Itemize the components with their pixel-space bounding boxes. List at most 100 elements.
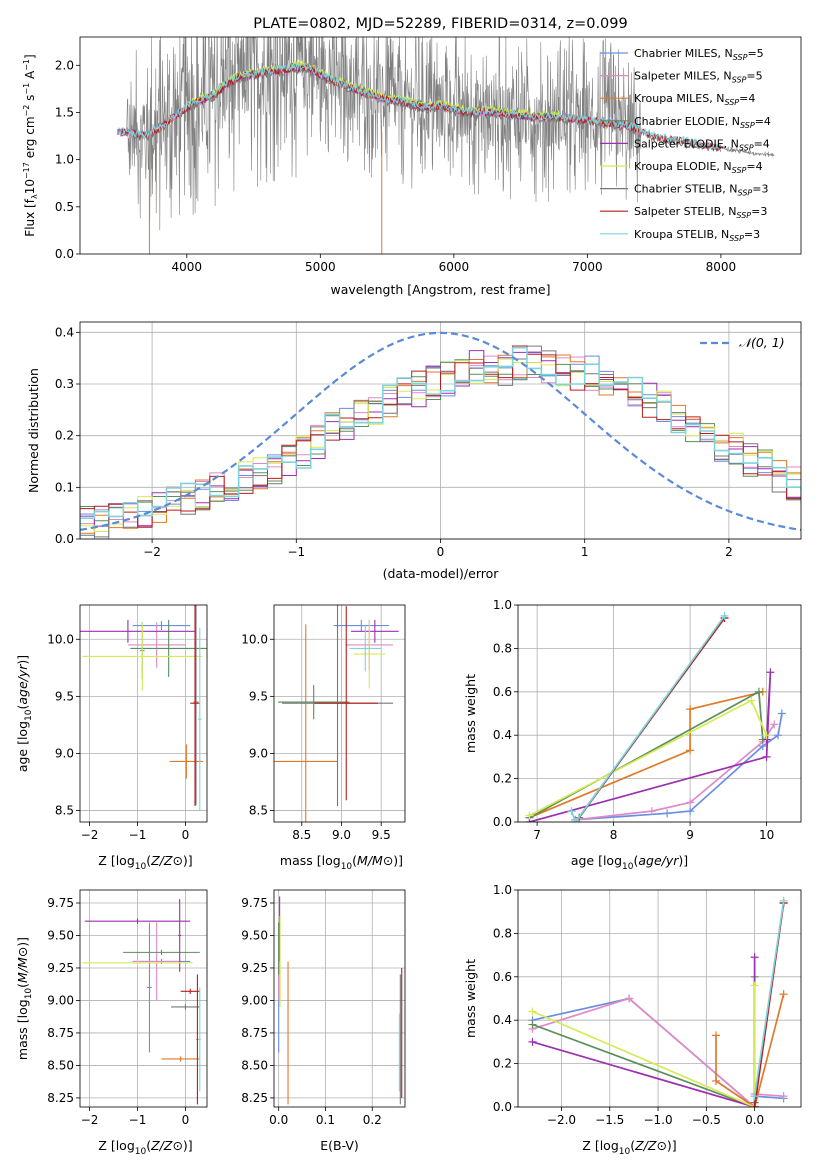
x-axis-label: age [log10(age/yr)] (571, 853, 688, 872)
plus-marker (525, 811, 534, 820)
y-axis-label: age [log10(age/yr)] (15, 655, 34, 772)
legend-entry: Kroupa MILES, NSSP=4 (634, 92, 755, 107)
y-tick-label: 0.4 (493, 728, 512, 742)
y-tick-label: 0.0 (493, 1100, 512, 1114)
legend-entry: Salpeter STELIB, NSSP=3 (634, 205, 767, 220)
plus-marker (686, 807, 695, 816)
plus-marker (686, 746, 695, 755)
histogram-kroupa-stelib (80, 346, 801, 539)
legend-entry: Kroupa STELIB, NSSP=3 (634, 228, 760, 243)
plus-marker (747, 696, 756, 705)
y-tick-label: 8.5 (55, 804, 74, 818)
legend-entry: Chabrier ELODIE, NSSP=4 (634, 115, 771, 130)
series-line-chabrier-elodie (532, 976, 756, 1107)
plus-marker (720, 611, 729, 620)
x-tick-label: 10 (759, 828, 774, 842)
plus-marker (528, 1007, 537, 1016)
plot-area (528, 896, 788, 1107)
x-axis-label: (data-model)/error (383, 566, 500, 581)
weight-vs-Z-panel: −2.0 −1.5 −1.0 −0.5 0.0 0.0 0.2 0.4 0.6 0.8 1.0 Z [… (463, 883, 802, 1157)
plus-marker (770, 720, 779, 729)
x-tick-label: 0 (182, 1113, 190, 1127)
x-tick-label: −2 (81, 1113, 99, 1127)
series-line-kroupa-stelib (570, 615, 726, 822)
y-tick-label: 8.75 (241, 1026, 268, 1040)
y-tick-label: 0.6 (493, 685, 512, 699)
plus-marker (686, 705, 695, 714)
legend-entry: Kroupa ELODIE, NSSP=4 (634, 160, 763, 175)
plot-area (80, 605, 207, 811)
x-tick-label: 5000 (305, 260, 336, 274)
x-tick-label: 0.2 (363, 1113, 382, 1127)
plus-marker (750, 981, 759, 990)
axes-frame (273, 604, 406, 823)
plus-marker (571, 818, 580, 822)
axes-frame (517, 889, 802, 1108)
y-tick-label: 0.5 (55, 200, 74, 214)
histogram-chabrier-stelib (80, 345, 801, 539)
x-axis-label: E(B-V) (320, 1138, 359, 1153)
y-tick-label: 9.0 (55, 746, 74, 760)
plot-area (525, 611, 786, 822)
x-axis-label: Z [log10(Z/Z⊙)] (98, 853, 192, 872)
axes-frame (517, 604, 802, 823)
y-tick-label: 8.25 (47, 1091, 74, 1105)
axes-frame (79, 604, 208, 823)
y-tick-label: 9.5 (249, 689, 268, 703)
legend-entry: Salpeter ELODIE, NSSP=4 (634, 137, 770, 152)
y-tick-label: 10.0 (241, 632, 268, 646)
age-vs-Z-panel: −2 −1 0 8.5 9.0 9.5 10.0 Z [log10(Z/Z⊙)] age [lo… (15, 604, 208, 872)
histogram-kroupa-elodie (80, 358, 801, 539)
plus-marker (647, 807, 656, 816)
plus-marker (777, 709, 786, 718)
y-tick-label: 0.2 (493, 1057, 512, 1071)
y-axis-label: Normed distribution (26, 368, 41, 493)
x-tick-label: −1 (129, 828, 147, 842)
plus-marker (750, 1092, 759, 1101)
grid-lines (518, 604, 801, 823)
y-tick-label: 9.5 (55, 689, 74, 703)
plus-marker (686, 798, 695, 807)
x-tick-label: −2 (81, 828, 99, 842)
plus-marker (754, 687, 763, 696)
residuals-panel: −2 −1 0 1 2 0.0 0.1 0.2 0.3 0.4 𝒩(0, 1) (data-model… (26, 321, 802, 581)
plus-marker (766, 668, 775, 677)
spectrum-plot-area (116, 37, 775, 254)
x-tick-label: −1 (129, 1113, 147, 1127)
y-tick-label: 8.25 (241, 1091, 268, 1105)
spectrum-legend: Chabrier MILES, NSSP=5 Salpeter MILES, NS… (600, 47, 771, 243)
mass-vs-Z-panel: −2 −1 0 8.25 8.50 8.75 9.00 9.25 9.50 9.75 Z [log1… (15, 889, 208, 1157)
y-tick-label: 2.0 (55, 58, 74, 72)
x-tick-label: 8 (610, 828, 618, 842)
plus-marker (762, 731, 771, 740)
y-tick-label: 1.5 (55, 105, 74, 119)
x-tick-label: 0.0 (269, 1113, 288, 1127)
plus-marker (762, 752, 771, 761)
y-axis-label: mass [log10(M/M⊙)] (15, 937, 34, 1060)
x-tick-label: 9 (686, 828, 694, 842)
x-axis-label: mass [log10(M/M⊙)] (280, 853, 403, 872)
y-axis-label: mass weight (463, 674, 478, 753)
model-line-kroupa-elodie (186, 60, 561, 120)
chart-title: PLATE=0802, MJD=52289, FIBERID=0314, z=0… (253, 16, 627, 32)
y-axis-label: mass weight (463, 959, 478, 1038)
plus-marker (750, 1103, 759, 1107)
x-tick-label: 6000 (439, 260, 470, 274)
y-tick-label: 8.5 (249, 804, 268, 818)
y-tick-label: 0.2 (493, 772, 512, 786)
y-tick-label: 9.0 (249, 746, 268, 760)
y-tick-label: 0.0 (493, 815, 512, 829)
x-tick-label: 9.5 (372, 828, 391, 842)
plot-area (278, 896, 403, 1105)
y-tick-label: 9.00 (241, 993, 268, 1007)
plus-marker (779, 1092, 788, 1101)
series-line-chabrier-miles (532, 997, 784, 1107)
y-tick-label: 0.8 (493, 641, 512, 655)
y-axis-label: Flux [fλ10−17 erg cm−2 s−1 A−1] (22, 54, 39, 236)
x-tick-label: −2.0 (547, 1113, 576, 1127)
y-tick-label: 8.50 (47, 1058, 74, 1072)
gaussian-curve (80, 331, 801, 531)
legend-entry: Chabrier MILES, NSSP=5 (634, 47, 764, 62)
grid-lines (274, 605, 405, 822)
